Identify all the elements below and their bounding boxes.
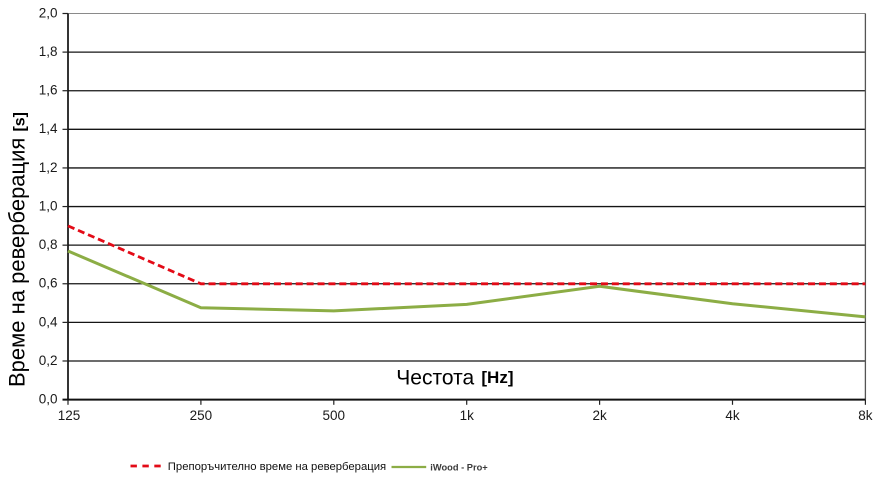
svg-text:0,0: 0,0 (39, 392, 58, 407)
svg-text:1,2: 1,2 (39, 160, 58, 175)
svg-text:500: 500 (323, 408, 346, 423)
svg-text:2k: 2k (592, 408, 607, 423)
svg-text:[Hz]: [Hz] (481, 368, 513, 387)
svg-text:250: 250 (190, 408, 213, 423)
svg-text:125: 125 (58, 408, 81, 423)
svg-text:2,0: 2,0 (39, 5, 58, 20)
svg-text:1,8: 1,8 (39, 44, 58, 59)
svg-text:iWood - Pro+: iWood - Pro+ (430, 462, 488, 472)
svg-text:Препоръчително време на реверб: Препоръчително време на реверберация (168, 461, 386, 473)
svg-text:Честота: Честота (396, 367, 474, 390)
svg-text:0,4: 0,4 (39, 314, 58, 329)
svg-text:1,4: 1,4 (39, 121, 58, 136)
svg-text:4k: 4k (725, 408, 740, 423)
svg-text:1,0: 1,0 (39, 198, 58, 213)
svg-text:1k: 1k (460, 408, 475, 423)
svg-text:0,6: 0,6 (39, 276, 58, 291)
svg-text:1,6: 1,6 (39, 83, 58, 98)
svg-text:Време на реверберация [s]: Време на реверберация [s] (5, 112, 30, 387)
svg-text:0,2: 0,2 (39, 353, 58, 368)
svg-text:8k: 8k (858, 408, 873, 423)
svg-text:0,8: 0,8 (39, 237, 58, 252)
